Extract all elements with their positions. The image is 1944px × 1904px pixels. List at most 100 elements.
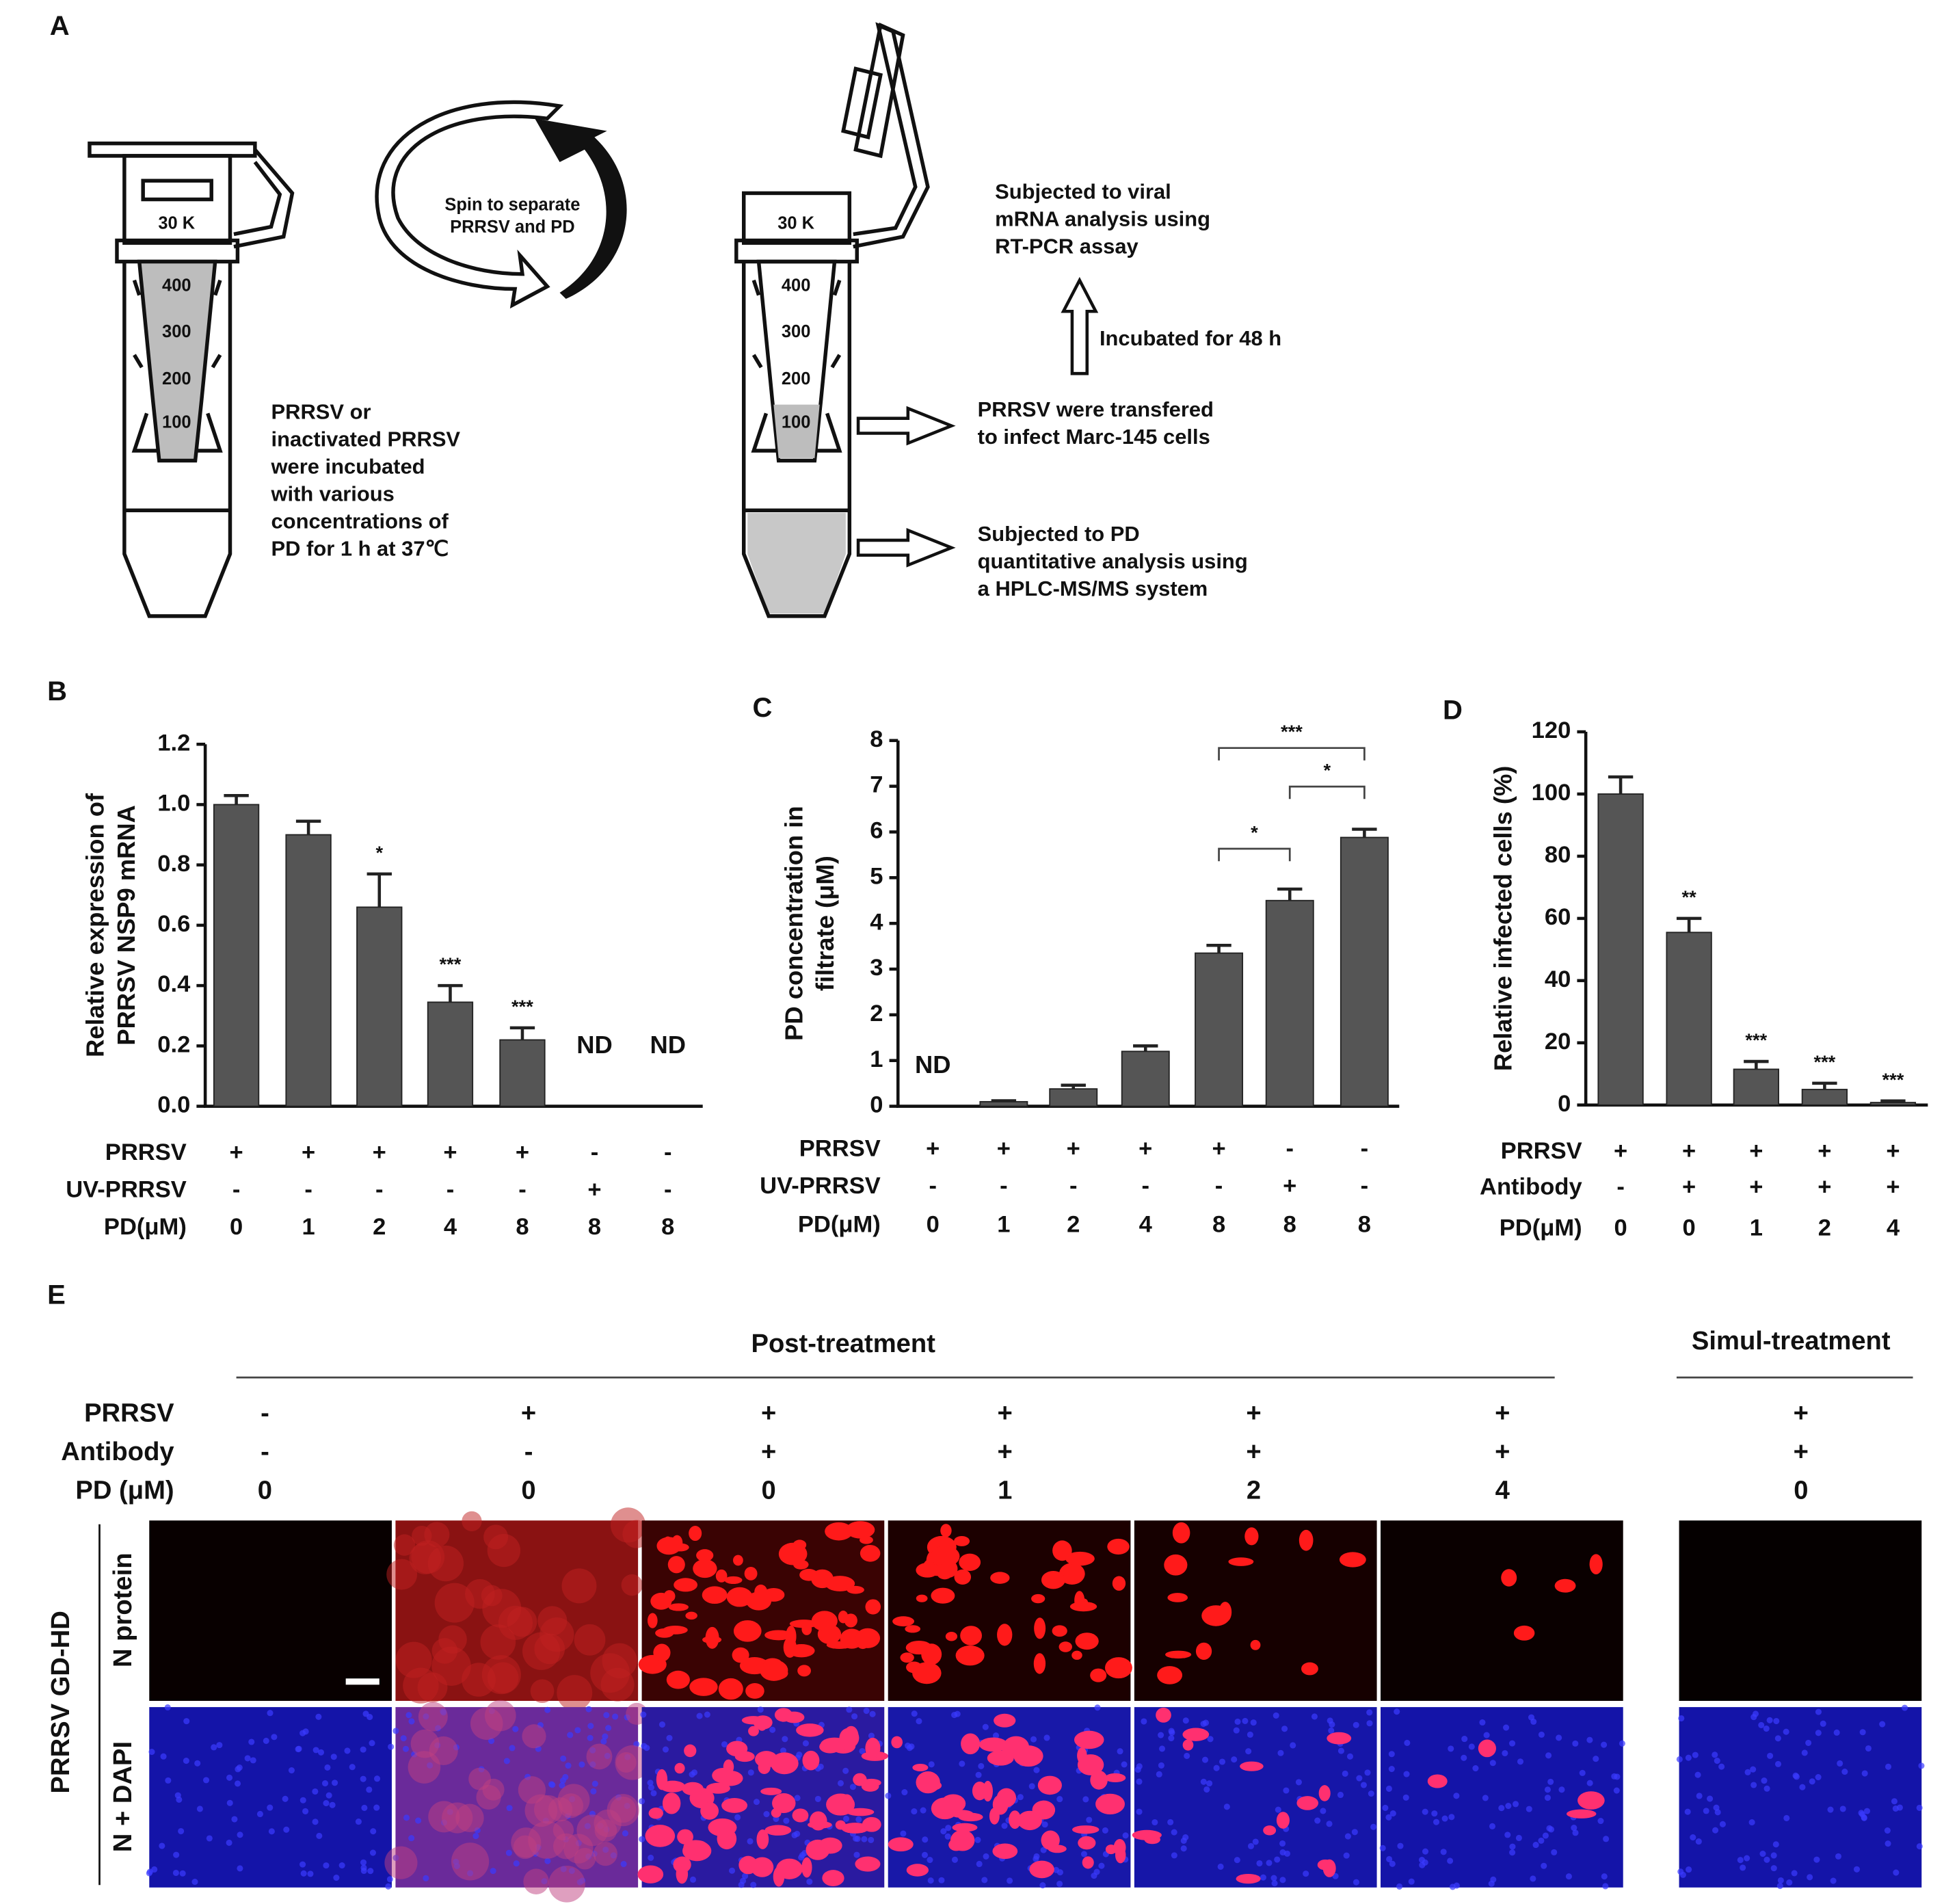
- infected-cell: [773, 1866, 785, 1887]
- nucleus: [282, 1795, 289, 1802]
- bar: [1049, 1088, 1098, 1107]
- nucleus: [837, 1780, 844, 1786]
- nd-label: ND: [650, 1031, 687, 1059]
- nucleus: [1389, 1860, 1396, 1867]
- condition-name: Antibody: [1480, 1174, 1582, 1200]
- nucleus: [1763, 1856, 1770, 1863]
- nucleus: [1773, 1717, 1780, 1725]
- nucleus: [235, 1766, 241, 1773]
- group-title: Post-treatment: [751, 1329, 935, 1358]
- tube-wings: [131, 279, 223, 453]
- nucleus: [333, 1874, 340, 1881]
- stain: [484, 1700, 516, 1732]
- nucleus: [506, 1805, 513, 1812]
- nucleus: [1593, 1756, 1599, 1762]
- infected-cell: [847, 1585, 864, 1594]
- nucleus: [620, 1860, 627, 1868]
- nucleus: [403, 1814, 410, 1821]
- condition-value: 1: [1750, 1215, 1763, 1241]
- infected-cell: [1513, 1625, 1535, 1641]
- nucleus: [916, 1718, 922, 1725]
- nucleus: [648, 1854, 654, 1862]
- condition-value: -: [375, 1176, 384, 1202]
- condition-value: -: [591, 1139, 599, 1165]
- infected-cell: [989, 1808, 1000, 1825]
- stain: [462, 1511, 482, 1531]
- infected-cell: [1327, 1732, 1352, 1745]
- nucleus: [605, 1725, 612, 1732]
- nucleus: [300, 1870, 307, 1877]
- nucleus: [1397, 1842, 1404, 1849]
- stain: [621, 1574, 643, 1596]
- nucleus: [728, 1867, 736, 1874]
- infected-cell: [1112, 1576, 1126, 1591]
- nucleus: [869, 1710, 876, 1717]
- nucleus: [1835, 1853, 1842, 1860]
- nucleus: [1801, 1749, 1808, 1756]
- nucleus: [1279, 1840, 1286, 1847]
- infected-cell: [945, 1632, 958, 1641]
- nucleus: [1277, 1749, 1284, 1756]
- nucleus: [742, 1873, 749, 1879]
- nucleus: [650, 1790, 657, 1797]
- infected-cell: [770, 1752, 799, 1775]
- nucleus: [513, 1860, 520, 1867]
- nucleus: [1502, 1749, 1508, 1757]
- condition-value: 0: [521, 1476, 535, 1505]
- nucleus: [1252, 1838, 1259, 1845]
- infected-cell: [1048, 1844, 1067, 1853]
- condition-value: -: [1215, 1173, 1223, 1199]
- tube-hinge: [233, 148, 295, 249]
- nucleus: [1820, 1720, 1826, 1727]
- nucleus: [1364, 1769, 1371, 1776]
- infected-cell: [1156, 1707, 1171, 1723]
- nucleus: [159, 1842, 165, 1849]
- infected-cell: [1236, 1873, 1261, 1884]
- infected-cell: [853, 1773, 867, 1786]
- y-tick-label: 4: [870, 909, 883, 935]
- condition-value: +: [1817, 1138, 1831, 1164]
- infected-cell: [684, 1744, 697, 1758]
- infected-cell: [994, 1713, 1016, 1728]
- nucleus: [244, 1755, 251, 1762]
- nucleus: [1295, 1779, 1302, 1786]
- nucleus: [1158, 1732, 1164, 1738]
- nucleus: [355, 1819, 362, 1825]
- infected-cell: [900, 1652, 914, 1663]
- error-bar: [1352, 828, 1377, 838]
- nucleus: [1094, 1704, 1101, 1711]
- condition-value: +: [521, 1399, 536, 1428]
- nucleus: [1167, 1819, 1174, 1825]
- nucleus: [1692, 1751, 1699, 1758]
- nucleus: [234, 1780, 241, 1787]
- nucleus: [1707, 1795, 1714, 1802]
- stain: [574, 1847, 596, 1870]
- tube-body: [122, 261, 232, 618]
- condition-value: -: [1000, 1173, 1008, 1199]
- nucleus: [983, 1853, 989, 1860]
- infected-cell: [825, 1522, 853, 1541]
- nucleus: [1279, 1849, 1286, 1856]
- nucleus: [1326, 1821, 1333, 1827]
- nucleus: [1799, 1784, 1806, 1790]
- nucleus: [1080, 1851, 1087, 1857]
- condition-value: 4: [1139, 1211, 1153, 1237]
- infected-cell: [1317, 1859, 1333, 1870]
- infected-cell: [1182, 1739, 1194, 1751]
- nucleus: [360, 1859, 367, 1866]
- condition-value: +: [761, 1399, 776, 1428]
- nucleus: [256, 1810, 263, 1818]
- nucleus: [1028, 1783, 1035, 1790]
- nucleus: [643, 1745, 650, 1751]
- nucleus: [1156, 1771, 1162, 1777]
- error-bar: [1676, 916, 1702, 933]
- nucleus: [1271, 1880, 1278, 1887]
- infected-cell: [696, 1549, 714, 1562]
- nucleus: [1366, 1720, 1373, 1727]
- nucleus: [1503, 1724, 1510, 1731]
- infected-cell: [788, 1644, 815, 1658]
- infected-cell: [865, 1737, 881, 1759]
- condition-value: 8: [1358, 1211, 1371, 1237]
- nucleus: [1786, 1879, 1793, 1886]
- infected-cell: [702, 1586, 728, 1604]
